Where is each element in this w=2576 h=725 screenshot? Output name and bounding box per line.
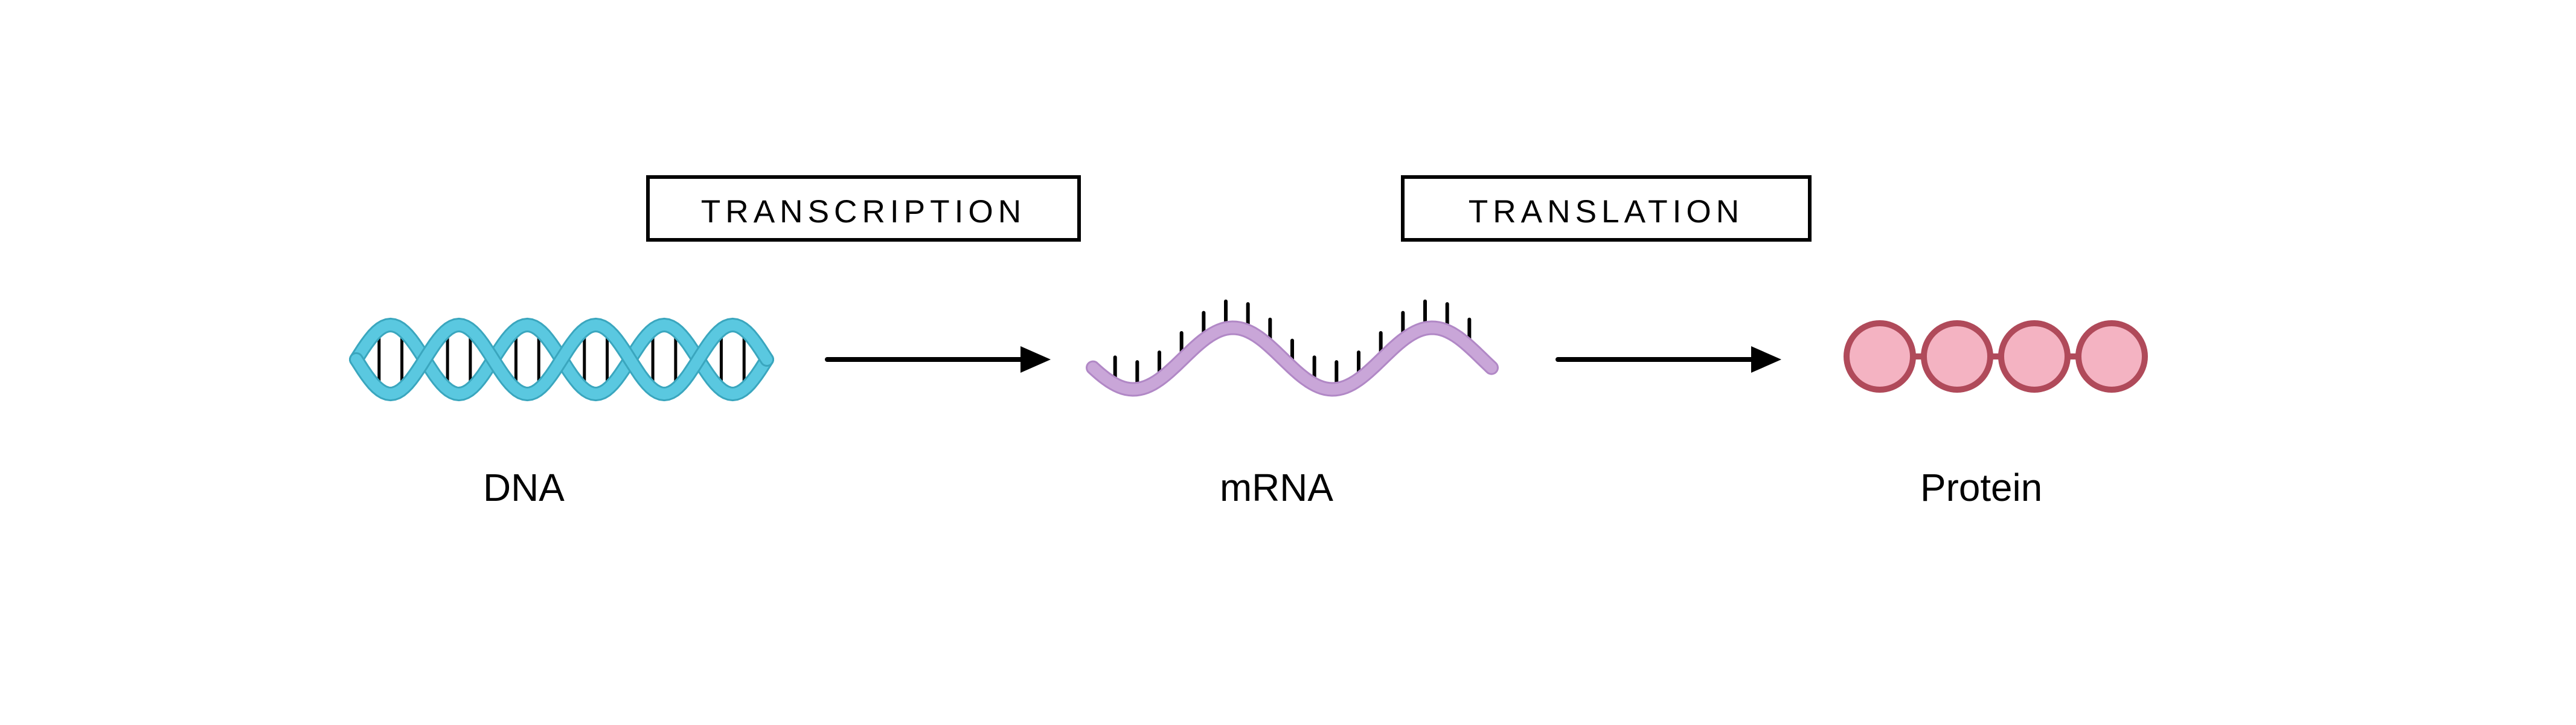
mrna-icon [1093,302,1491,405]
mrna-label: mRNA [1220,465,1333,510]
protein-icon [1842,314,2156,399]
transcription-box: TRANSCRIPTION [646,175,1081,242]
transcription-arrow [827,335,1063,384]
translation-arrow [1558,335,1793,384]
translation-box: TRANSLATION [1401,175,1812,242]
dna-label: DNA [483,465,565,510]
protein-label: Protein [1920,465,2042,510]
dna-icon [356,314,767,405]
central-dogma-diagram: DNA mRNA Protein TRANSCRIPTION TRANSLATION [0,0,2576,725]
